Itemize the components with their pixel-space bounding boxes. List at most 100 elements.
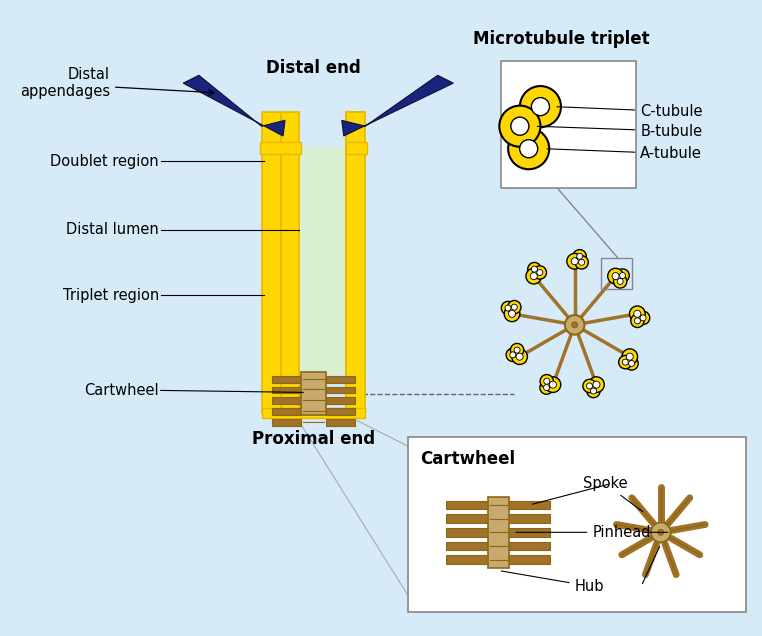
Text: C-tubule: C-tubule [557, 104, 703, 119]
Circle shape [593, 381, 600, 388]
Circle shape [506, 348, 520, 361]
Text: Pinhead: Pinhead [516, 525, 651, 540]
Circle shape [612, 273, 619, 280]
Bar [509, 528, 550, 537]
Bar [447, 515, 488, 523]
Bar [281, 147, 346, 374]
Circle shape [520, 86, 561, 127]
Bar [346, 113, 363, 413]
Bar [301, 372, 325, 415]
Circle shape [634, 310, 641, 317]
Bar [509, 515, 550, 523]
Circle shape [587, 383, 593, 389]
Circle shape [573, 249, 586, 263]
Bar [260, 142, 301, 154]
Circle shape [651, 523, 671, 542]
Bar [272, 418, 301, 425]
Bar [325, 376, 355, 383]
Polygon shape [183, 75, 285, 136]
Circle shape [540, 375, 553, 388]
Circle shape [512, 349, 527, 364]
Text: Spoke: Spoke [582, 476, 642, 512]
Text: Hub: Hub [501, 571, 604, 593]
Circle shape [567, 253, 582, 269]
Circle shape [640, 315, 646, 321]
Bar [272, 408, 301, 415]
Circle shape [499, 106, 540, 147]
Bar [281, 113, 299, 413]
Circle shape [549, 381, 556, 388]
Bar [447, 501, 488, 509]
Circle shape [572, 258, 578, 265]
Circle shape [511, 343, 523, 357]
Text: Cartwheel: Cartwheel [84, 383, 158, 398]
Circle shape [588, 377, 604, 392]
Circle shape [526, 268, 542, 284]
Bar [447, 555, 488, 564]
Circle shape [575, 256, 588, 269]
Circle shape [583, 379, 596, 392]
Text: Proximal end: Proximal end [251, 429, 375, 448]
Bar [509, 501, 550, 509]
Circle shape [620, 272, 626, 279]
Circle shape [572, 322, 578, 328]
Circle shape [508, 310, 516, 317]
Circle shape [537, 270, 543, 275]
Circle shape [608, 268, 623, 284]
Circle shape [613, 275, 627, 288]
Circle shape [507, 300, 521, 314]
Circle shape [626, 353, 633, 360]
Bar [408, 438, 746, 612]
Circle shape [587, 384, 600, 398]
Text: Distal end: Distal end [266, 59, 360, 77]
Circle shape [544, 378, 549, 384]
Circle shape [504, 306, 520, 322]
Bar [601, 258, 632, 289]
Text: Triplet region: Triplet region [62, 288, 158, 303]
Circle shape [629, 306, 645, 322]
Circle shape [531, 97, 549, 116]
Text: Distal
appendages: Distal appendages [20, 67, 110, 99]
Circle shape [520, 140, 538, 158]
Circle shape [616, 269, 629, 282]
Circle shape [501, 301, 514, 315]
Bar [346, 113, 365, 413]
Bar [447, 528, 488, 537]
Circle shape [533, 266, 546, 279]
Bar [261, 113, 281, 413]
Circle shape [565, 315, 584, 335]
Circle shape [516, 353, 523, 360]
Text: B-tubule: B-tubule [537, 123, 703, 139]
Bar [488, 497, 509, 567]
Bar [272, 387, 301, 393]
Circle shape [636, 311, 650, 324]
Circle shape [635, 318, 640, 324]
Bar [272, 398, 301, 404]
Bar [509, 542, 550, 550]
Circle shape [530, 273, 537, 280]
Bar [325, 398, 355, 404]
Circle shape [510, 352, 516, 358]
Circle shape [540, 381, 553, 394]
Circle shape [505, 305, 511, 311]
Circle shape [591, 388, 597, 394]
Text: Distal lumen: Distal lumen [66, 223, 158, 237]
Circle shape [617, 279, 623, 284]
Circle shape [622, 349, 638, 364]
Bar [325, 408, 355, 415]
Circle shape [625, 357, 639, 370]
Bar [325, 387, 355, 393]
Bar [325, 418, 355, 425]
Bar [272, 376, 301, 383]
Circle shape [508, 128, 549, 169]
Circle shape [658, 529, 664, 536]
Circle shape [629, 361, 635, 366]
Bar [501, 60, 636, 188]
Circle shape [577, 253, 583, 259]
Circle shape [619, 356, 632, 369]
Text: Microtubule triplet: Microtubule triplet [472, 30, 649, 48]
Circle shape [578, 259, 584, 265]
Circle shape [511, 117, 529, 135]
Circle shape [631, 314, 644, 328]
Text: A-tubule: A-tubule [547, 146, 702, 161]
